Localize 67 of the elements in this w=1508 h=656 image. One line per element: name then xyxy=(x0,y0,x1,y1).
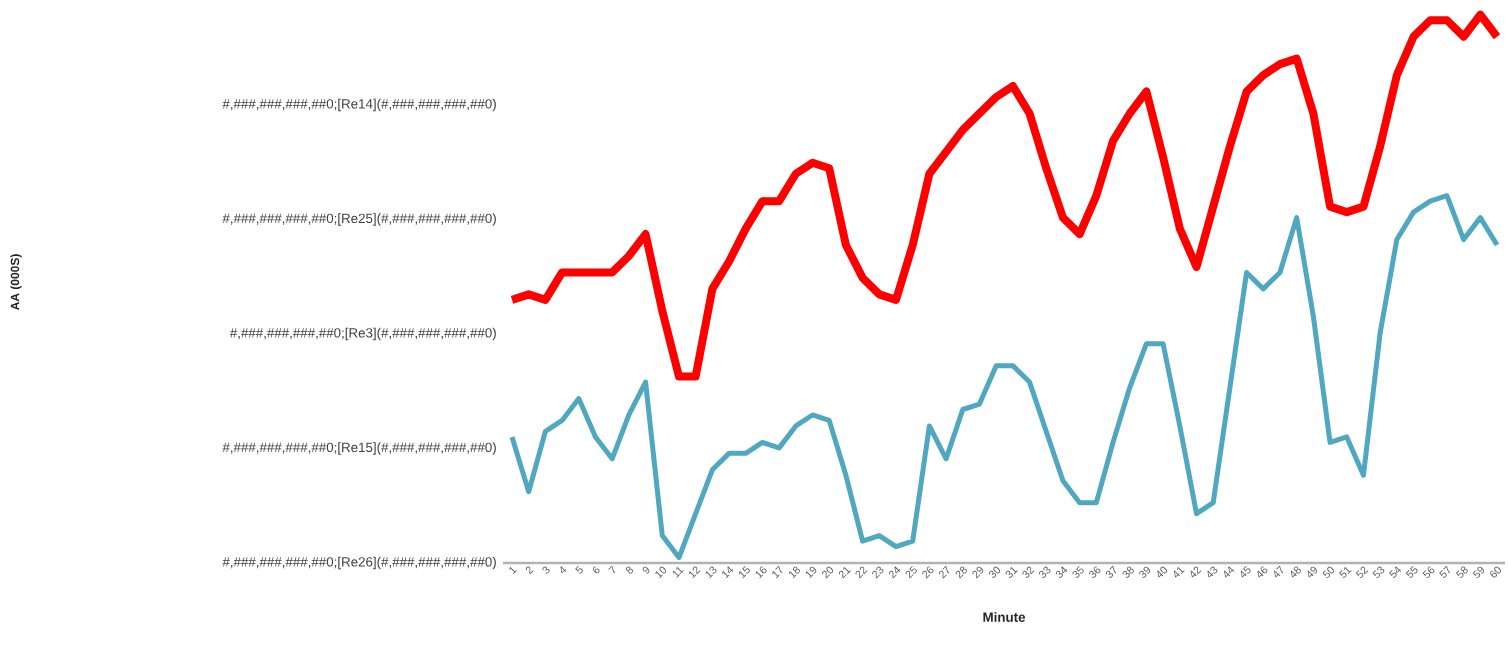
text: #,###,###,###,##0;[Re15](#,###,###,###,##0) xyxy=(222,442,496,455)
text: #,###,###,###,##0;[Re26](#,###,###,###,##0) xyxy=(222,556,496,570)
x-tick-label: 24 xyxy=(888,566,901,579)
x-tick-label: 54 xyxy=(1389,566,1402,578)
x-tick-label: 45 xyxy=(1240,565,1251,578)
x-tick-label: 29 xyxy=(972,566,984,579)
x-tick-label: 26 xyxy=(922,566,934,579)
x-tick-label: 13 xyxy=(705,566,717,579)
x-tick-label: 33 xyxy=(1039,566,1051,578)
x-tick-label: 51 xyxy=(1339,566,1352,578)
x-tick-label: 14 xyxy=(722,566,734,579)
x-tick-label: 32 xyxy=(1022,566,1035,578)
x-tick-label: 21 xyxy=(838,566,851,579)
x-tick-label: 46 xyxy=(1257,566,1268,578)
x-tick-label: 41 xyxy=(1173,566,1185,578)
x-tick-label: 11 xyxy=(672,566,684,578)
x-tick-label: 36 xyxy=(1089,566,1101,578)
x-tick-label: 56 xyxy=(1422,566,1435,578)
x-tick-label: 9 xyxy=(642,566,650,574)
x-tick-label: 42 xyxy=(1190,566,1202,578)
x-tick-label: 55 xyxy=(1405,565,1418,578)
x-tick-label: 48 xyxy=(1290,566,1301,578)
text: #,###,###,###,##0;[Re25](#,###,###,###,##0) xyxy=(222,213,496,226)
x-tick-label: 52 xyxy=(1355,566,1369,578)
x-tick-label: 22 xyxy=(855,566,868,579)
x-tick-label: 2 xyxy=(525,566,534,575)
x-tick-label: 43 xyxy=(1207,566,1218,578)
x-tick-label: 15 xyxy=(738,565,750,579)
x-axis-title: Minute xyxy=(983,612,1026,622)
x-tick-label: 44 xyxy=(1224,566,1235,578)
x-tick-label: 5 xyxy=(575,565,583,574)
text: #,###,###,###,##0;[Re3](#,###,###,###,##0) xyxy=(229,327,496,341)
x-tick-label: 40 xyxy=(1157,566,1168,578)
x-tick-label: 19 xyxy=(805,566,817,579)
x-tick-label: 60 xyxy=(1490,566,1501,578)
text: #,###,###,###,##0;[Re14](#,###,###,###,##0) xyxy=(222,98,496,112)
x-tick-label: 23 xyxy=(872,566,884,579)
x-tick-label: 28 xyxy=(955,566,967,579)
x-tick-label: 18 xyxy=(789,566,800,579)
x-tick-label: 17 xyxy=(772,565,783,579)
x-tick-label: 59 xyxy=(1472,566,1485,578)
x-tick-label: 57 xyxy=(1439,565,1450,578)
x-tick-label: 25 xyxy=(905,565,917,579)
x-tick-label: 1 xyxy=(509,566,517,575)
x-tick-label: 35 xyxy=(1072,565,1084,578)
x-tick-label: 50 xyxy=(1322,566,1335,578)
x-tick-label: 30 xyxy=(989,566,1001,578)
x-tick-label: 37 xyxy=(1105,565,1117,578)
x-tick-label: 7 xyxy=(608,565,616,574)
x-tick-label: 4 xyxy=(560,566,567,574)
x-tick-label: 38 xyxy=(1122,566,1134,578)
x-tick-label: 20 xyxy=(822,566,834,579)
x-tick-label: 49 xyxy=(1307,566,1318,578)
x-tick-label: 53 xyxy=(1372,566,1385,578)
text: AA (000S) xyxy=(10,254,22,311)
x-tick-label: 6 xyxy=(592,566,600,574)
x-tick-label: 27 xyxy=(939,565,950,579)
x-tick-label: 39 xyxy=(1139,566,1151,578)
x-tick-label: 8 xyxy=(625,566,634,574)
x-tick-label: 10 xyxy=(655,566,667,579)
x-tick-label: 58 xyxy=(1455,566,1468,578)
x-tick-label: 34 xyxy=(1055,566,1068,578)
x-tick-label: 16 xyxy=(755,566,767,579)
x-tick-label: 12 xyxy=(688,566,701,579)
x-tick-label: 47 xyxy=(1274,565,1284,578)
x-tick-label: 3 xyxy=(542,566,550,574)
x-tick-label: 31 xyxy=(1005,566,1018,578)
